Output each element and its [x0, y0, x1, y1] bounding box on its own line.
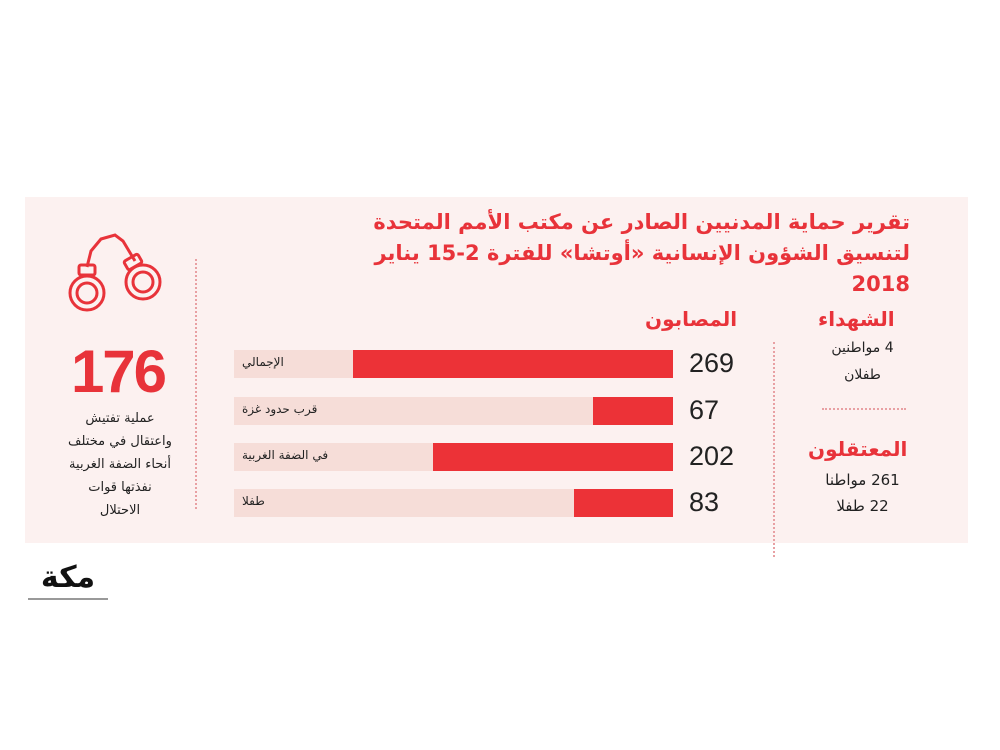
martyrs-details: 4 مواطنين طفلان — [815, 335, 910, 389]
bar-row: في الضفة الغربية 202 — [234, 441, 794, 471]
raids-description-line: عملية تفتيش — [85, 411, 155, 426]
bar-value-label: 269 — [689, 348, 735, 378]
raids-description-line: واعتقال في مختلف — [68, 434, 172, 449]
bar-label: طفلا — [242, 494, 265, 508]
martyrs-citizens: 4 مواطنين — [831, 340, 894, 356]
bar — [432, 443, 673, 471]
raids-description-line: أنحاء الضفة الغربية — [69, 457, 171, 472]
bar-label: الإجمالي — [242, 355, 284, 369]
infographic-card: تقرير حماية المدنيين الصادر عن مكتب الأم… — [25, 197, 968, 557]
bar-track: قرب حدود غزة — [234, 397, 673, 425]
bar — [353, 350, 673, 378]
bar-track: طفلا — [234, 489, 673, 517]
martyrs-heading: الشهداء — [818, 307, 895, 331]
bar-value-label: 83 — [689, 487, 720, 517]
bar-value-label: 67 — [689, 395, 720, 425]
bar-row: قرب حدود غزة 67 — [234, 395, 794, 425]
raids-description-line: الاحتلال — [99, 503, 141, 518]
raids-description-line: نفذتها قوات — [88, 480, 152, 495]
bar-label: في الضفة الغربية — [242, 448, 329, 462]
raids-description: عملية تفتيش واعتقال في مختلف أنحاء الضفة ا… — [45, 407, 195, 522]
logo-underline — [28, 598, 108, 600]
detainees-heading: المعتقلون — [808, 437, 908, 461]
bar-label: قرب حدود غزة — [242, 402, 318, 416]
injured-heading: المصابون — [645, 307, 738, 331]
bar-row: الإجمالي 269 — [234, 348, 794, 378]
divider-horizontal — [822, 408, 906, 410]
divider-vertical — [773, 342, 775, 557]
bar — [574, 489, 673, 517]
title-line-1: تقرير حماية المدنيين الصادر عن مكتب الأم… — [373, 210, 910, 234]
bar-track: الإجمالي — [234, 350, 673, 378]
bar-track: في الضفة الغربية — [234, 443, 673, 471]
detainees-citizens: 261 مواطنا — [825, 471, 900, 489]
title-line-2: لتنسيق الشؤون الإنسانية «أوتشا» للفترة 2… — [374, 241, 910, 296]
bar-row: طفلا 83 — [234, 487, 794, 517]
detainees-children: 22 طفلا — [836, 497, 889, 515]
infographic-title: تقرير حماية المدنيين الصادر عن مكتب الأم… — [350, 207, 910, 300]
makkah-logo: مكة — [40, 560, 96, 595]
bar-value-label: 202 — [689, 441, 735, 471]
raids-count: 176 — [70, 338, 167, 405]
bar — [593, 397, 673, 425]
martyrs-children: طفلان — [844, 367, 881, 383]
detainees-details: 261 مواطنا 22 طفلا — [815, 467, 910, 519]
divider-left — [195, 259, 197, 509]
handcuffs-icon — [68, 233, 162, 312]
